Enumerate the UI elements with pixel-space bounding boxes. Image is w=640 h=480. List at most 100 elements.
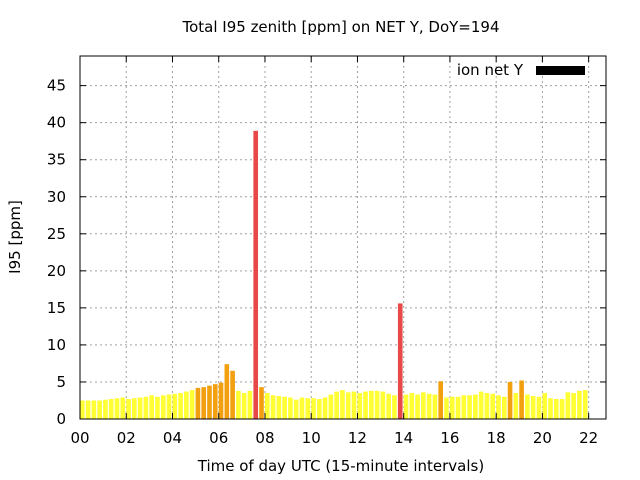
bar [340,390,345,419]
bar [374,390,380,419]
x-tick-label: 02 [117,429,136,447]
bar [525,394,530,419]
bar [184,391,189,419]
bar [316,398,322,419]
bar [305,398,311,419]
bar [282,396,287,419]
bar [322,397,328,419]
legend: ion net Y [457,61,585,79]
y-tick-labels: 0 5 10 15 20 25 30 35 40 45 [47,77,66,428]
bar [114,398,120,419]
bar [496,395,501,419]
bar [155,396,160,419]
x-tick-label: 20 [533,429,552,447]
x-tick-label: 06 [209,429,228,447]
bar [536,396,542,419]
axis-ticks [79,56,606,420]
bar [467,395,472,419]
legend-label: ion net Y [457,61,524,79]
bar [288,397,293,419]
bar [530,396,536,419]
y-tick-label: 20 [47,262,66,280]
bar [392,395,397,419]
bar-series [80,130,588,419]
bar [403,394,409,419]
x-tick-labels: 00 02 04 06 08 10 12 14 16 18 20 22 [70,429,598,447]
bar [357,393,363,419]
bar [432,394,438,419]
bar [461,395,467,419]
bar [132,398,137,419]
bar [501,396,507,419]
x-tick-label: 10 [302,429,321,447]
x-tick-label: 08 [255,429,274,447]
bar [264,393,270,419]
bar [149,395,154,419]
y-tick-label: 30 [47,188,66,206]
bar [473,394,478,419]
bar [444,397,449,419]
bar [421,392,426,419]
bar [120,397,126,419]
bar [259,387,264,419]
bar [126,398,131,419]
x-tick-label: 18 [487,429,506,447]
bar [212,384,218,419]
bar [172,393,178,419]
bar [178,393,183,419]
y-tick-label: 35 [47,151,66,169]
bar [207,385,212,419]
bar [484,393,490,419]
y-tick-label: 0 [56,410,66,428]
y-tick-label: 10 [47,336,66,354]
bar [438,381,443,419]
bar [513,393,519,419]
bar [91,400,97,419]
bar [519,380,524,419]
bar [478,391,484,419]
bar [299,397,305,419]
bar [218,382,224,419]
plot-frame [79,55,607,420]
bar [415,394,420,419]
bar [195,387,201,419]
bar [380,391,386,419]
y-tick-label: 25 [47,225,66,243]
bar [328,394,334,419]
bar [293,399,299,419]
bar [386,393,391,419]
bar [224,364,230,419]
bar [143,396,149,419]
y-tick-label: 40 [47,114,66,132]
bar [236,390,241,419]
bar [270,395,276,419]
chart-title: Total I95 zenith [ppm] on NET Y, DoY=194 [181,18,499,36]
bar [345,392,351,419]
bar [571,393,576,419]
bar [565,392,571,419]
bar [553,398,559,419]
bar [241,393,247,419]
bar [351,391,357,419]
bar [166,394,172,419]
bar [397,303,403,419]
y-tick-label: 45 [47,77,66,95]
bar [137,397,143,419]
bar [507,381,513,419]
x-tick-label: 12 [348,429,367,447]
x-tick-label: 00 [70,429,89,447]
bar [369,390,374,419]
bar [201,387,207,419]
bar [490,393,496,419]
bar [311,398,316,419]
bar [548,398,553,419]
bar [97,400,102,419]
gridlines [80,56,606,419]
bar [189,390,195,419]
bar [577,390,582,419]
bar [334,391,339,419]
bar [247,390,253,419]
x-tick-label: 04 [163,429,182,447]
bar [363,391,368,419]
bar [582,390,588,419]
